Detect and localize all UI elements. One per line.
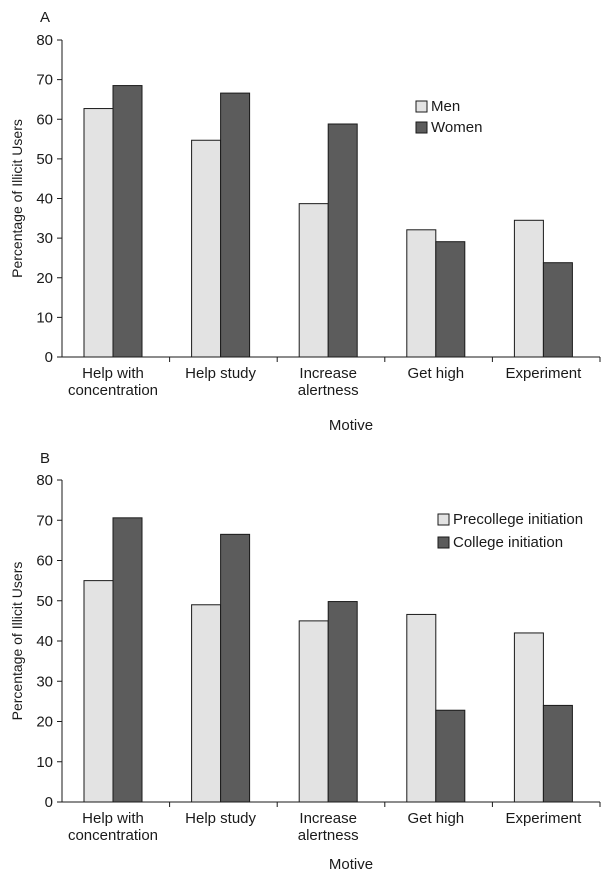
legend-swatch xyxy=(437,513,450,526)
bar-series-2 xyxy=(542,704,573,803)
bar-series-2 xyxy=(435,241,466,358)
bar-series-1 xyxy=(298,203,329,358)
y-tick-label: 10 xyxy=(36,754,53,771)
legend-swatch xyxy=(415,100,428,113)
panel-label: B xyxy=(40,450,50,467)
y-tick-label: 50 xyxy=(36,593,53,610)
y-tick-label: 80 xyxy=(36,472,53,489)
legend-label: Men xyxy=(431,98,460,115)
bar-series-1 xyxy=(83,580,114,803)
x-tick-label: alertness xyxy=(298,382,359,399)
bar-series-2 xyxy=(435,709,466,803)
x-axis-title: Motive xyxy=(329,856,373,873)
y-tick-label: 60 xyxy=(36,111,53,128)
legend-label: Women xyxy=(431,119,482,136)
y-tick-label: 60 xyxy=(36,553,53,570)
x-axis-title: Motive xyxy=(329,417,373,434)
x-tick-label: Experiment xyxy=(505,365,582,382)
y-tick-label: 30 xyxy=(36,673,53,690)
y-tick-label: 20 xyxy=(36,270,53,287)
x-tick-label: concentration xyxy=(68,827,158,844)
x-tick-label: Get high xyxy=(407,365,464,382)
bar-series-2 xyxy=(112,85,143,358)
y-tick-label: 50 xyxy=(36,151,53,168)
bar-series-1 xyxy=(83,108,114,358)
y-axis-title: Percentage of Illicit Users xyxy=(9,562,25,721)
legend-swatch xyxy=(415,121,428,134)
y-axis-title: Percentage of Illicit Users xyxy=(9,119,25,278)
bar-series-2 xyxy=(327,601,358,803)
y-tick-label: 10 xyxy=(36,309,53,326)
bar-series-2 xyxy=(112,517,143,803)
y-tick-label: 70 xyxy=(36,512,53,529)
bar-series-1 xyxy=(298,620,329,803)
chart-panel-b: B 0 10 20 30 40 50 60 70 80 Percentage of Illicit … xyxy=(9,450,601,873)
x-tick-label: alertness xyxy=(298,827,359,844)
bar-series-1 xyxy=(191,604,222,803)
x-tick-label: Help with xyxy=(82,365,144,382)
x-tick-label: Experiment xyxy=(505,810,582,827)
bar-series-1 xyxy=(406,613,437,803)
bar-series-2 xyxy=(220,92,251,358)
legend-label: College initiation xyxy=(453,534,563,551)
x-tick-label: Help study xyxy=(185,810,256,827)
y-tick-label: 80 xyxy=(36,32,53,49)
y-tick-label: 30 xyxy=(36,230,53,247)
bar-series-2 xyxy=(542,262,573,358)
bar-series-1 xyxy=(191,139,222,358)
x-tick-label: Get high xyxy=(407,810,464,827)
y-tick-label: 0 xyxy=(45,794,53,811)
y-tick-label: 20 xyxy=(36,714,53,731)
legend-label: Precollege initiation xyxy=(453,511,583,528)
y-tick-label: 70 xyxy=(36,72,53,89)
x-tick-label: Help with xyxy=(82,810,144,827)
bar-series-1 xyxy=(513,632,544,803)
bar-series-1 xyxy=(513,219,544,358)
legend-swatch xyxy=(437,536,450,549)
bar-series-2 xyxy=(220,533,251,803)
x-tick-label: Help study xyxy=(185,365,256,382)
x-tick-label: Increase xyxy=(299,810,357,827)
y-tick-label: 40 xyxy=(36,633,53,650)
chart-panel-a: A 0 10 20 30 40 50 60 70 80 Percentage of Illicit … xyxy=(9,9,601,434)
y-tick-label: 40 xyxy=(36,191,53,208)
panel-label: A xyxy=(40,9,50,26)
bar-series-1 xyxy=(406,229,437,358)
x-tick-label: Increase xyxy=(299,365,357,382)
y-tick-label: 0 xyxy=(45,349,53,366)
bar-series-2 xyxy=(327,123,358,358)
x-tick-label: concentration xyxy=(68,382,158,399)
